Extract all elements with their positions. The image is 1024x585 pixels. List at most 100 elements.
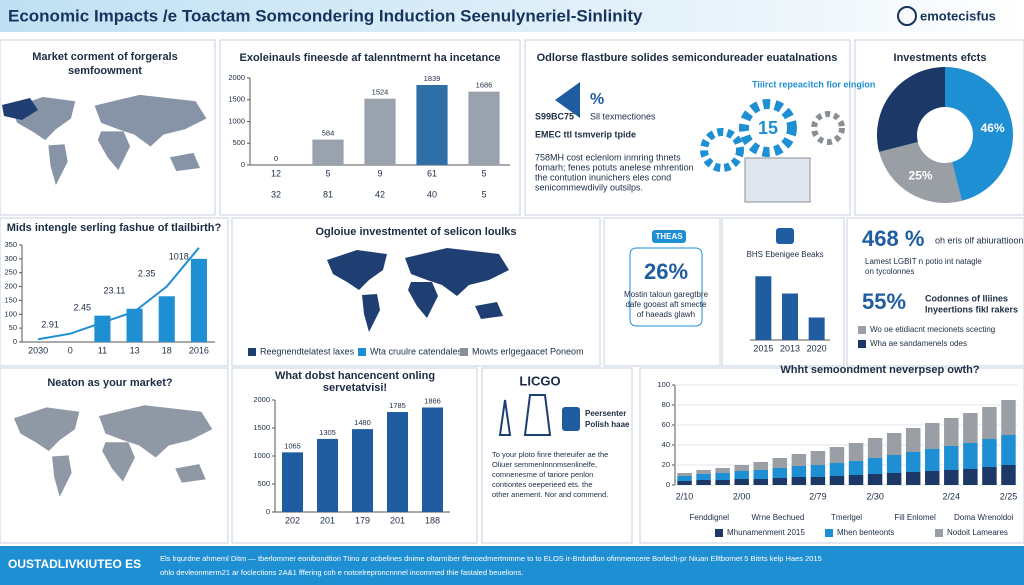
code: S99BC75 [535,111,574,121]
bar [126,308,143,342]
value-label: 1480 [354,418,371,427]
bar-segment [753,470,768,479]
panel-title: Investments efcts [894,52,987,64]
body: Oliuer semmenlnnnmsenlinelfe, [492,460,597,469]
bar-segment [734,471,749,479]
icon-label: % [590,91,604,108]
y-tick-label: 0 [241,160,245,169]
bar-segment [734,479,749,485]
x-tick-label: 11 [98,345,107,355]
bar [317,438,338,512]
bar-segment [753,479,768,485]
bar-segment [772,458,788,468]
body: To your ploto finre thereuifer ae the [492,450,608,459]
body: the contution inunichers eles cond [535,172,671,182]
body: comnenesme of tariore penlon [492,470,593,479]
x-tick-label: 12 [271,168,281,178]
stat-frame [629,247,703,327]
x-sublabel: 42 [375,189,385,199]
bar [755,276,772,340]
x-tick-label: 18 [162,345,172,355]
panel-title: semfoowment [68,65,142,77]
bar-segment [925,471,940,485]
bar-segment [696,470,711,474]
legend-swatch [715,529,723,537]
group-label: Tmerlgel [831,513,862,522]
bar-segment [791,477,807,485]
x-tick-label: 2016 [189,345,209,355]
bar-segment [905,452,921,472]
bar-segment [1001,400,1016,435]
bar-segment [1001,465,1016,485]
y-tick-label: 80 [662,400,670,409]
bar-segment [772,478,788,485]
stat-text: of haeads glawh [637,310,695,319]
body: other anement. Nor and commend. [492,490,608,499]
x-tick-label: 5 [481,168,486,178]
x-tick-label: 188 [425,515,440,525]
bar-segment [925,423,940,449]
body: senicommewdivily outsilps. [535,182,643,192]
group-label: Doma Wrenoldoi [954,513,1014,522]
bar-segment [982,439,997,467]
chart-title: BHS Ebenigee Beaks [747,250,824,259]
y-tick-label: 0 [266,507,270,516]
y-tick-label: 350 [4,240,17,249]
gear [739,99,797,157]
badge-label: THEAS [655,232,683,241]
bar-segment [715,480,730,485]
x-tick-label: 2/00 [733,491,751,501]
bar-segment [886,473,902,485]
bar-segment [753,462,768,470]
panel-title: Ogloiue investmentet of selicon loulks [315,226,516,238]
bar-segment [963,443,978,469]
x-tick-label: 2/30 [866,491,884,501]
bar-segment [925,449,940,471]
panel-title: Odlorse flastbure solides semicondureade… [537,52,838,64]
header-bar [0,0,1024,32]
value-label: 584 [322,129,335,138]
stat-value: 26% [644,259,688,284]
y-tick-label: 50 [9,323,17,332]
bar-segment [944,446,959,470]
line [37,247,200,341]
legend-label: Mhunamenment 2015 [727,528,805,537]
legend-swatch [858,326,866,334]
stat-note: Lamest LGBIT n potio int natagle [865,257,982,266]
bar-segment [848,461,864,475]
value-label: 1866 [424,396,441,405]
annotation: 23.11 [103,285,125,295]
chart-title: servetatvisi! [323,382,387,394]
legend-label: Mowts erlgegaacet Poneom [472,346,584,356]
subtitle: Sll texmectiones [590,111,656,121]
value-label: 25% [909,168,933,182]
bar [422,407,443,512]
bar [312,139,344,165]
bar-segment [886,455,902,473]
y-tick-label: 100 [4,309,17,318]
stat-text: dafe gooast aft smecte [626,300,707,309]
bar-segment [810,451,826,465]
panel-title: LICGO [519,373,560,388]
y-tick-label: 250 [4,268,17,277]
legend-swatch [248,348,256,356]
legend-label: Wha ae sandamenels odes [870,339,967,348]
stat-text: Mostin taloun garegtbre [624,290,709,299]
stat-value: 468 % [862,226,924,251]
bar-segment [905,472,921,485]
bar-segment [715,468,730,473]
value-label: 0 [274,154,278,163]
value-label: 1839 [424,74,441,83]
bar-segment [963,413,978,443]
legend-swatch [858,340,866,348]
footer-bar [0,546,1024,585]
value-label: 1305 [319,428,336,437]
x-tick-label: 0 [68,345,73,355]
bar-segment [810,477,826,485]
bar-segment [848,443,864,461]
x-tick-label: 2/10 [676,491,694,501]
y-tick-label: 1000 [228,116,245,125]
group-label: Wrne Bechued [752,513,805,522]
chart-title: Exoleinauls fineesde af talenntmernt ha … [239,52,500,64]
legend-swatch [825,529,833,537]
